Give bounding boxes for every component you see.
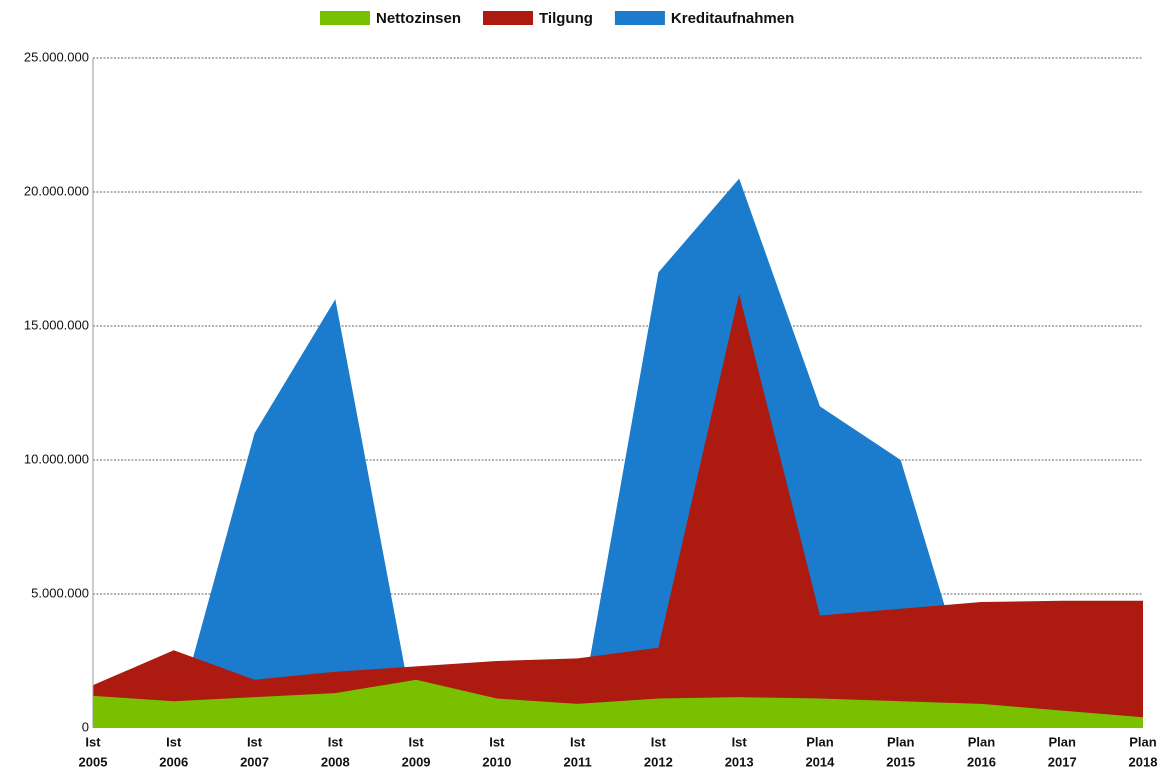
x-tick-label: Plan [1048, 734, 1076, 749]
x-tick-label: Plan [1129, 734, 1157, 749]
x-tick-label: Plan [887, 734, 915, 749]
x-tick-label: Ist [570, 734, 586, 749]
x-tick-label: 2008 [321, 754, 350, 769]
x-tick-label: 2009 [402, 754, 431, 769]
x-tick-label: 2010 [482, 754, 511, 769]
x-tick-label: 2013 [725, 754, 754, 769]
y-tick-label: 25.000.000 [24, 49, 89, 64]
x-tick-label: 2014 [805, 754, 835, 769]
area [93, 178, 1143, 729]
legend-label: Tilgung [539, 10, 593, 27]
x-tick-label: Ist [732, 734, 748, 749]
x-tick-label: Plan [806, 734, 834, 749]
y-tick-label: 0 [82, 719, 89, 734]
x-tick-label: Ist [85, 734, 101, 749]
x-tick-label: 2016 [967, 754, 996, 769]
x-tick-label: Ist [166, 734, 182, 749]
y-tick-label: 15.000.000 [24, 317, 89, 332]
x-tick-label: Ist [408, 734, 424, 749]
legend-swatch [614, 11, 665, 25]
area [93, 679, 1143, 728]
legend-swatch [320, 11, 370, 25]
x-tick-label: Ist [651, 734, 667, 749]
x-tick-label: 2006 [159, 754, 188, 769]
legend-label: Nettozinsen [376, 10, 461, 27]
x-tick-label: Ist [328, 734, 344, 749]
x-tick-label: Ist [247, 734, 263, 749]
y-tick-label: 20.000.000 [24, 183, 89, 198]
x-tick-label: Plan [968, 734, 996, 749]
x-tick-label: 2018 [1129, 754, 1158, 769]
x-tick-label: 2012 [644, 754, 673, 769]
legend-label: Kreditaufnahmen [671, 10, 794, 27]
y-tick-label: 5.000.000 [31, 585, 89, 600]
x-tick-label: Ist [489, 734, 505, 749]
x-tick-label: 2011 [564, 754, 592, 769]
legend-swatch [483, 11, 534, 25]
y-tick-label: 10.000.000 [24, 451, 89, 466]
x-tick-label: 2015 [886, 754, 915, 769]
area [93, 293, 1143, 728]
x-tick-label: 2005 [79, 754, 108, 769]
x-tick-label: 2007 [240, 754, 269, 769]
x-tick-label: 2017 [1048, 754, 1077, 769]
